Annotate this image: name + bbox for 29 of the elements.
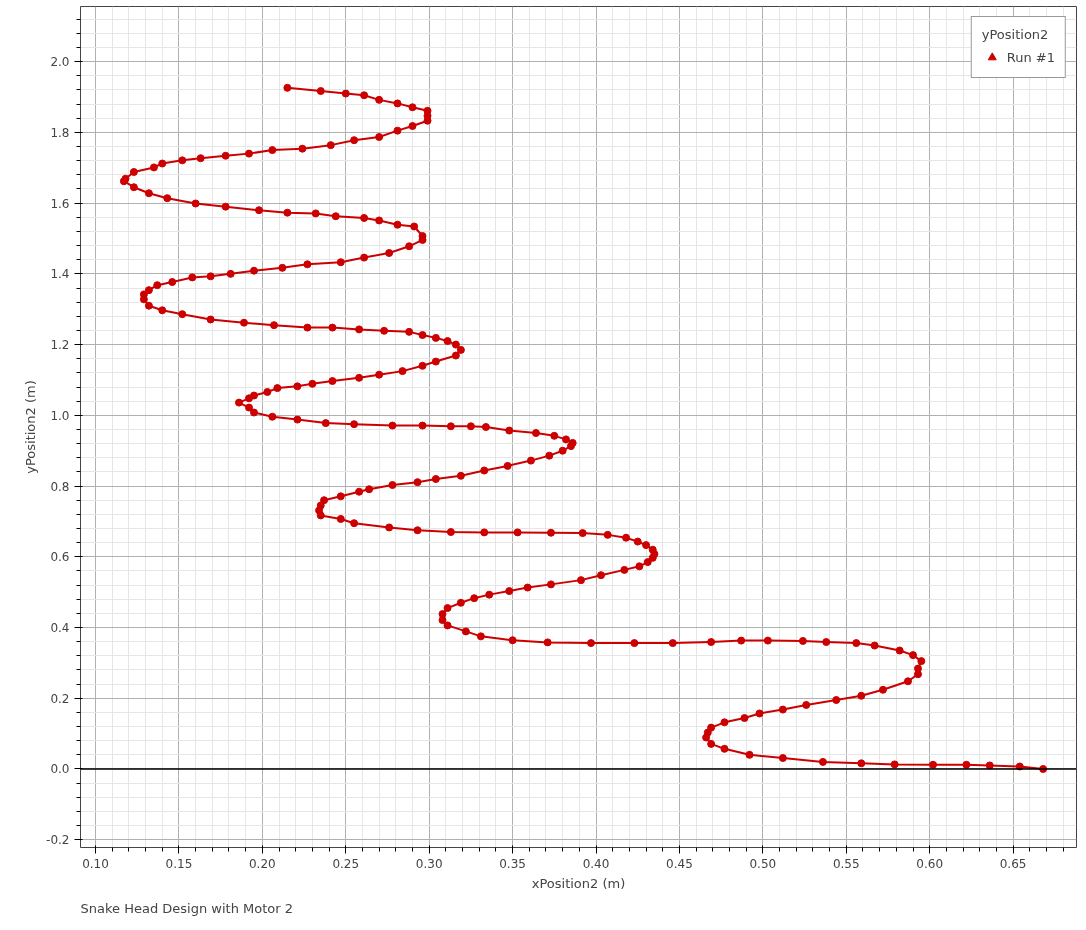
- x-tick-label: 0.35: [499, 856, 526, 871]
- x-tick-label: 0.50: [749, 856, 777, 871]
- y-tick-label: 0.2: [50, 691, 70, 706]
- y-tick-label: 0.0: [50, 762, 70, 777]
- legend-label: Run #1: [1006, 49, 1055, 65]
- x-tick-label: 0.15: [165, 856, 193, 871]
- x-axis-title: xPosition2 (m): [531, 875, 626, 891]
- x-tick-label: 0.25: [332, 856, 360, 871]
- y-tick-label: 1.2: [50, 338, 70, 353]
- x-tick-label: 0.20: [248, 856, 276, 871]
- x-tick-label: 0.45: [666, 856, 693, 871]
- y-tick-label: 1.0: [50, 408, 70, 423]
- y-tick-label: 1.6: [50, 196, 70, 211]
- x-tick-label: 0.55: [832, 856, 860, 871]
- y-tick-label: 1.8: [50, 125, 70, 140]
- y-tick-label: 0.8: [50, 479, 70, 494]
- x-tick-label: 0.30: [415, 856, 443, 871]
- x-tick-label: 0.10: [82, 856, 109, 871]
- legend-title: yPosition2: [981, 27, 1050, 42]
- y-tick-label: 1.4: [50, 267, 70, 282]
- y-tick-label: 0.4: [50, 621, 70, 636]
- y-tick-label: -0.2: [46, 833, 70, 848]
- y-tick-label: 2.0: [50, 55, 70, 70]
- x-tick-label: 0.60: [916, 856, 944, 871]
- text: Snake Head Design with Motor 2: [80, 900, 293, 916]
- y-axis-title: yPosition2 (m): [23, 380, 39, 474]
- x-tick-label: 0.40: [582, 856, 610, 871]
- x-tick-label: 0.65: [999, 856, 1027, 871]
- y-tick-label: 0.6: [50, 550, 70, 565]
